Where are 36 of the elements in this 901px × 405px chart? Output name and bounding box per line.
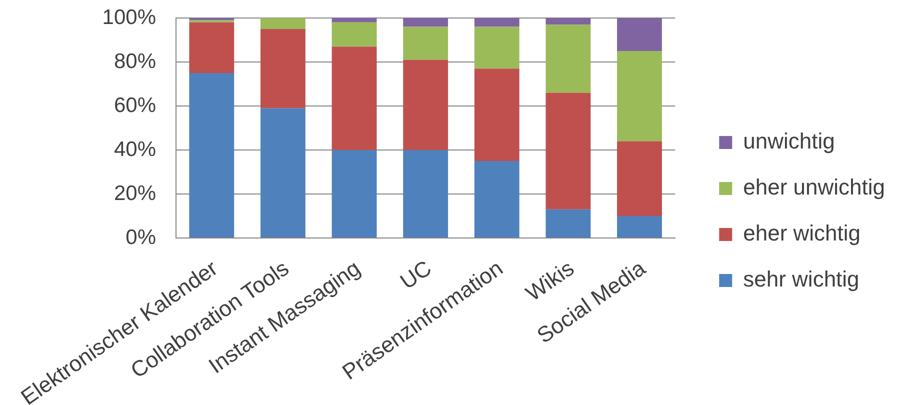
bar <box>474 18 520 27</box>
bar <box>332 46 377 150</box>
legend-label: eher wichtig <box>743 220 861 246</box>
bar <box>189 22 234 73</box>
bar <box>546 209 591 238</box>
legend-label: unwichtig <box>743 128 835 154</box>
legend-label: eher unwichtig <box>743 174 886 200</box>
bar <box>617 216 662 238</box>
bar <box>403 26 448 60</box>
bar <box>403 150 448 238</box>
y-tick-label: 60% <box>114 94 156 117</box>
y-tick-label: 100% <box>102 6 156 29</box>
x-tick-label: Wikis <box>521 255 579 306</box>
bar <box>474 26 520 69</box>
bar <box>474 161 520 238</box>
y-tick-label: 40% <box>114 138 156 161</box>
y-tick-label: 20% <box>114 182 156 205</box>
bar <box>403 60 448 150</box>
y-tick-label: 80% <box>114 50 156 73</box>
bar <box>546 92 591 210</box>
y-tick-label: 0% <box>126 226 156 249</box>
legend-label: sehr wichtig <box>743 266 860 292</box>
bar <box>546 18 591 25</box>
bar <box>617 18 662 51</box>
bar <box>332 150 377 238</box>
bar <box>189 73 234 238</box>
bar <box>546 24 591 93</box>
bar <box>260 108 306 238</box>
bar <box>332 22 377 47</box>
bar <box>617 141 662 216</box>
bar <box>403 18 448 27</box>
bar <box>260 29 306 108</box>
bar <box>617 51 662 142</box>
bar <box>474 68 520 161</box>
bar <box>260 18 306 29</box>
bar <box>332 18 377 22</box>
